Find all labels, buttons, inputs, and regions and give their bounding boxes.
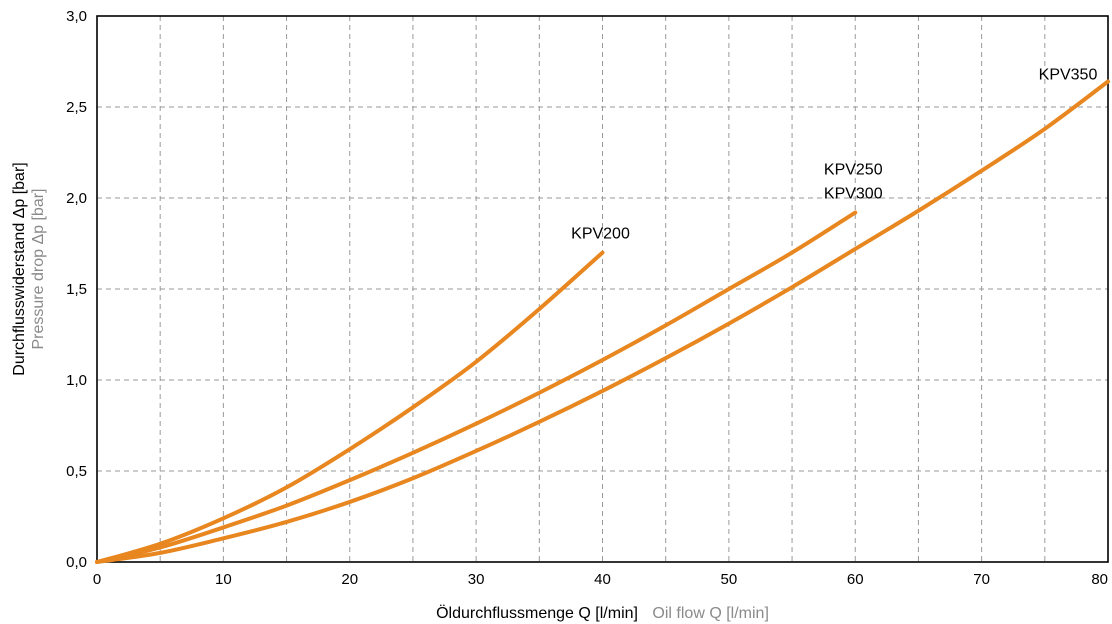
- x-tick-label: 20: [341, 571, 358, 588]
- y-axis-title-en: Pressure drop Δp [bar]: [30, 189, 47, 350]
- x-tick-label: 80: [1091, 571, 1108, 588]
- series-label: KPV350: [1039, 67, 1098, 84]
- series-lines: [95, 79, 1110, 564]
- series-labels: KPV200 KPV250 KPV300 KPV350: [571, 67, 1097, 243]
- series-label: KPV200: [571, 226, 630, 243]
- y-tick-label: 2,0: [66, 190, 87, 207]
- series-label: KPV250: [824, 162, 883, 179]
- x-tick-label: 0: [93, 571, 101, 588]
- x-tick-label: 10: [215, 571, 232, 588]
- y-axis-title-de: Durchflusswiderstand Δp [bar]: [11, 162, 28, 375]
- x-axis-ticks: 0 10 20 30 40 50 60 70 80: [93, 571, 1108, 588]
- x-axis-title-en: Oil flow Q [l/min]: [652, 605, 768, 622]
- series-line-0: [95, 250, 605, 564]
- x-axis-title: Öldurchflussmenge Q [l/min] Oil flow Q […: [436, 604, 769, 622]
- y-tick-label: 2,5: [66, 99, 87, 116]
- y-tick-label: 0,0: [66, 554, 87, 571]
- x-tick-label: 40: [594, 571, 611, 588]
- y-tick-label: 0,5: [66, 463, 87, 480]
- x-axis-title-de: Öldurchflussmenge Q [l/min]: [436, 604, 638, 622]
- series-line-2: [95, 79, 1110, 564]
- x-tick-label: 60: [847, 571, 864, 588]
- grid: [97, 16, 1108, 562]
- y-axis-ticks: 0,0 0,5 1,0 1,5 2,0 2,5 3,0: [66, 8, 87, 571]
- x-tick-label: 30: [468, 571, 485, 588]
- y-tick-label: 3,0: [66, 8, 87, 25]
- series-label: KPV300: [824, 186, 883, 203]
- x-tick-label: 50: [721, 571, 738, 588]
- y-tick-label: 1,5: [66, 281, 87, 298]
- plot-frame: [96, 15, 1109, 563]
- x-tick-label: 70: [973, 571, 990, 588]
- series-line-1: [95, 210, 858, 564]
- y-tick-label: 1,0: [66, 372, 87, 389]
